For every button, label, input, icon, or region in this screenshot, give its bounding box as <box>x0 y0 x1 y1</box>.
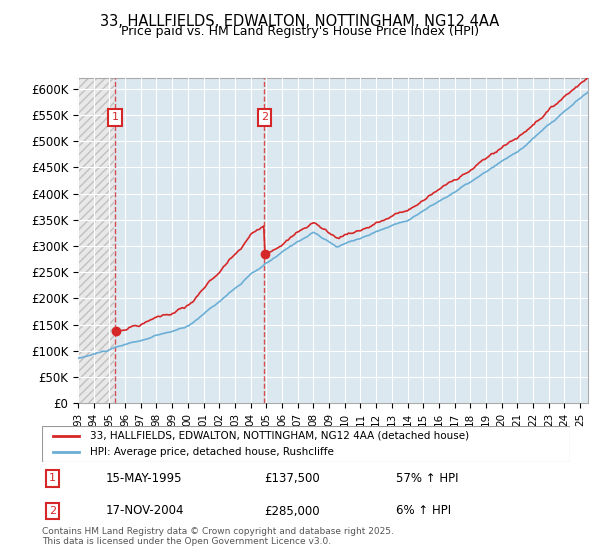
Text: 17-NOV-2004: 17-NOV-2004 <box>106 505 184 517</box>
Bar <box>78 78 114 403</box>
Text: £285,000: £285,000 <box>264 505 319 517</box>
Text: 2: 2 <box>261 113 268 123</box>
Text: Price paid vs. HM Land Registry's House Price Index (HPI): Price paid vs. HM Land Registry's House … <box>121 25 479 38</box>
Text: 15-MAY-1995: 15-MAY-1995 <box>106 472 182 485</box>
Bar <box>78 78 114 403</box>
Text: 57% ↑ HPI: 57% ↑ HPI <box>396 472 458 485</box>
Text: 2: 2 <box>49 506 56 516</box>
Text: Contains HM Land Registry data © Crown copyright and database right 2025.
This d: Contains HM Land Registry data © Crown c… <box>42 526 394 546</box>
Text: £137,500: £137,500 <box>264 472 320 485</box>
Text: 6% ↑ HPI: 6% ↑ HPI <box>396 505 451 517</box>
Text: 1: 1 <box>49 473 56 483</box>
Text: 33, HALLFIELDS, EDWALTON, NOTTINGHAM, NG12 4AA: 33, HALLFIELDS, EDWALTON, NOTTINGHAM, NG… <box>100 14 500 29</box>
Text: HPI: Average price, detached house, Rushcliffe: HPI: Average price, detached house, Rush… <box>89 447 334 457</box>
Text: 1: 1 <box>112 113 119 123</box>
FancyBboxPatch shape <box>42 426 570 462</box>
Text: 33, HALLFIELDS, EDWALTON, NOTTINGHAM, NG12 4AA (detached house): 33, HALLFIELDS, EDWALTON, NOTTINGHAM, NG… <box>89 431 469 441</box>
